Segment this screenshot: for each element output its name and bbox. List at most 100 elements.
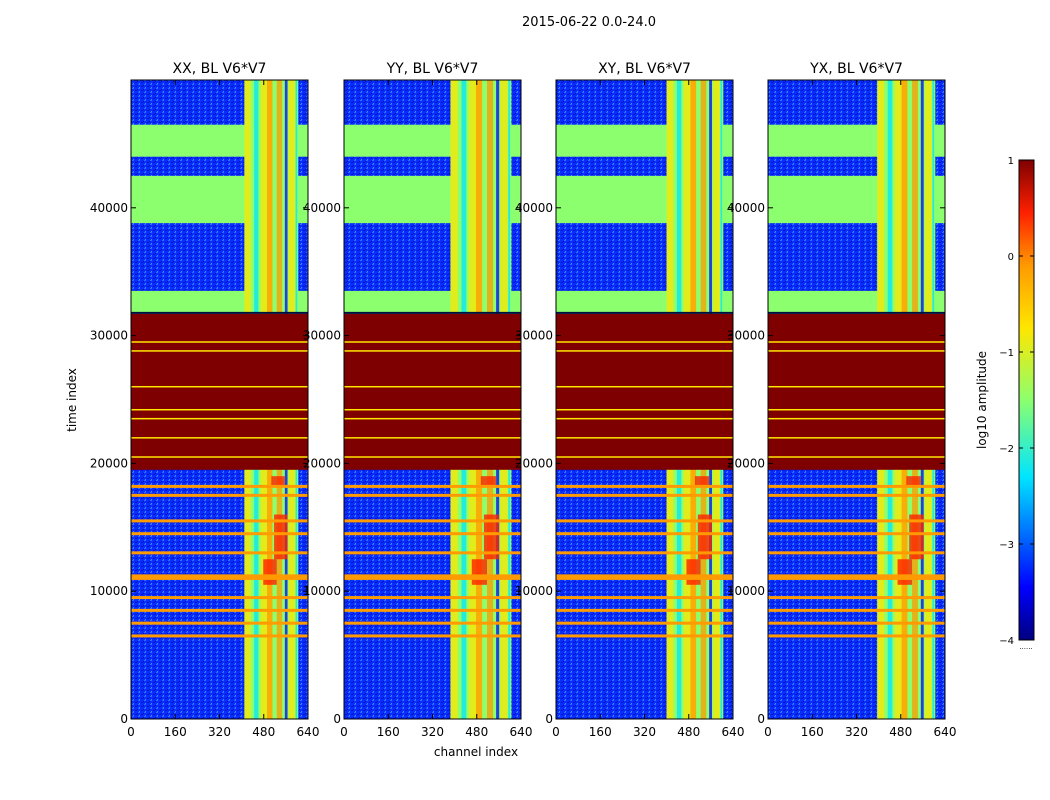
rfi-line xyxy=(344,519,521,523)
block-edge xyxy=(131,311,308,314)
rfi-line xyxy=(556,493,733,497)
x-tick-label: 320 xyxy=(421,725,444,739)
rfi-line xyxy=(131,484,308,488)
rfi-line xyxy=(344,574,521,578)
rfi-hotspot xyxy=(471,559,487,585)
x-tick-label: 160 xyxy=(377,725,400,739)
block-line xyxy=(556,341,733,343)
x-tick-label: 160 xyxy=(801,725,824,739)
y-tick-label: 0 xyxy=(333,712,341,726)
block-line xyxy=(344,437,521,439)
y-tick-label: 0 xyxy=(545,712,553,726)
x-tick-label: 0 xyxy=(552,725,560,739)
rfi-hotspot xyxy=(906,476,921,487)
rfi-hotspot xyxy=(686,559,701,585)
rfi-line xyxy=(768,596,945,600)
y-tick-label: 40000 xyxy=(727,201,765,215)
rfi-hotspot xyxy=(897,559,913,585)
x-tick-label: 320 xyxy=(208,725,231,739)
block-line xyxy=(768,417,945,420)
colorbar: −4 −3 −2 −1 0 1 log10 amplitude ...... xyxy=(975,156,1035,651)
rfi-hotspot xyxy=(694,476,710,487)
rfi-line xyxy=(768,634,945,638)
rfi-line xyxy=(344,596,521,600)
rfi-line xyxy=(556,574,733,578)
rfi-line xyxy=(768,519,945,523)
heatmap-panel: YY, BL V6*V7 0 160 320 480 640 0 10000 20000 3000… xyxy=(303,61,533,739)
block-line xyxy=(344,350,521,352)
x-tick-label: 640 xyxy=(297,725,320,739)
block-line xyxy=(556,350,733,352)
block-line xyxy=(768,341,945,343)
rfi-hotspot xyxy=(697,514,712,560)
rfi-line xyxy=(768,621,945,625)
rfi-line xyxy=(768,574,945,578)
y-tick-label: 10000 xyxy=(90,584,128,598)
colorbar-tick-label: −3 xyxy=(999,540,1014,551)
rfi-line xyxy=(131,596,308,600)
block-line xyxy=(556,408,733,411)
y-tick-label: 20000 xyxy=(727,456,765,470)
block-line xyxy=(344,456,521,458)
x-tick-label: 640 xyxy=(510,725,533,739)
rfi-line xyxy=(768,484,945,488)
saturated-block xyxy=(556,313,733,470)
rfi-line xyxy=(131,621,308,625)
rfi-line xyxy=(556,576,733,580)
block-line xyxy=(768,437,945,439)
colorbar-minor-label: ...... xyxy=(1019,643,1032,651)
y-tick-label: 10000 xyxy=(727,584,765,598)
y-tick-label: 30000 xyxy=(303,329,341,343)
rfi-line xyxy=(344,493,521,497)
x-tick-label: 160 xyxy=(164,725,187,739)
rfi-line xyxy=(131,576,308,580)
block-line xyxy=(131,437,308,439)
heatmap-panel: YX, BL V6*V7 0 160 320 480 640 0 10000 20000 3000… xyxy=(727,61,957,739)
rfi-line xyxy=(556,634,733,638)
rfi-line xyxy=(556,621,733,625)
rfi-line xyxy=(344,634,521,638)
block-line xyxy=(556,385,733,388)
y-tick-label: 10000 xyxy=(303,584,341,598)
colorbar-label: log10 amplitude xyxy=(975,351,989,449)
heatmap-panel: XY, BL V6*V7 0 160 320 480 640 0 10000 20000 3000… xyxy=(515,61,745,739)
rfi-line xyxy=(344,576,521,580)
panel-title: YY, BL V6*V7 xyxy=(386,61,479,77)
block-line xyxy=(131,385,308,388)
panel-title: XX, BL V6*V7 xyxy=(173,61,267,77)
panel-title: XY, BL V6*V7 xyxy=(598,61,691,77)
y-tick-label: 30000 xyxy=(515,329,553,343)
colorbar-tick-label: −1 xyxy=(999,348,1014,359)
colorbar-label-text: log10 amplitude xyxy=(975,351,989,449)
block-line xyxy=(131,408,308,411)
block-line xyxy=(344,417,521,420)
y-tick-label: 20000 xyxy=(90,456,128,470)
rfi-line xyxy=(344,551,521,555)
saturated-block xyxy=(768,313,945,470)
rfi-line xyxy=(344,621,521,625)
x-tick-label: 160 xyxy=(589,725,612,739)
x-tick-label: 480 xyxy=(677,725,700,739)
rfi-line xyxy=(131,574,308,578)
rfi-hotspot xyxy=(263,559,277,585)
rfi-line xyxy=(768,576,945,580)
y-tick-label: 20000 xyxy=(515,456,553,470)
rfi-hotspot xyxy=(271,476,285,487)
block-line xyxy=(768,408,945,411)
block-line xyxy=(131,350,308,352)
rfi-line xyxy=(344,532,521,536)
colorbar-tick-label: 0 xyxy=(1008,252,1014,263)
block-line xyxy=(768,456,945,458)
y-tick-label: 0 xyxy=(120,712,128,726)
rfi-line xyxy=(131,519,308,523)
rfi-line xyxy=(768,493,945,497)
x-tick-label: 320 xyxy=(845,725,868,739)
y-tick-label: 40000 xyxy=(303,201,341,215)
block-line xyxy=(131,417,308,420)
colorbar-tick-label: −2 xyxy=(999,444,1014,455)
rfi-line xyxy=(556,484,733,488)
rfi-hotspot xyxy=(483,514,500,560)
y-tick-label: 30000 xyxy=(90,329,128,343)
rfi-hotspot xyxy=(480,476,497,487)
